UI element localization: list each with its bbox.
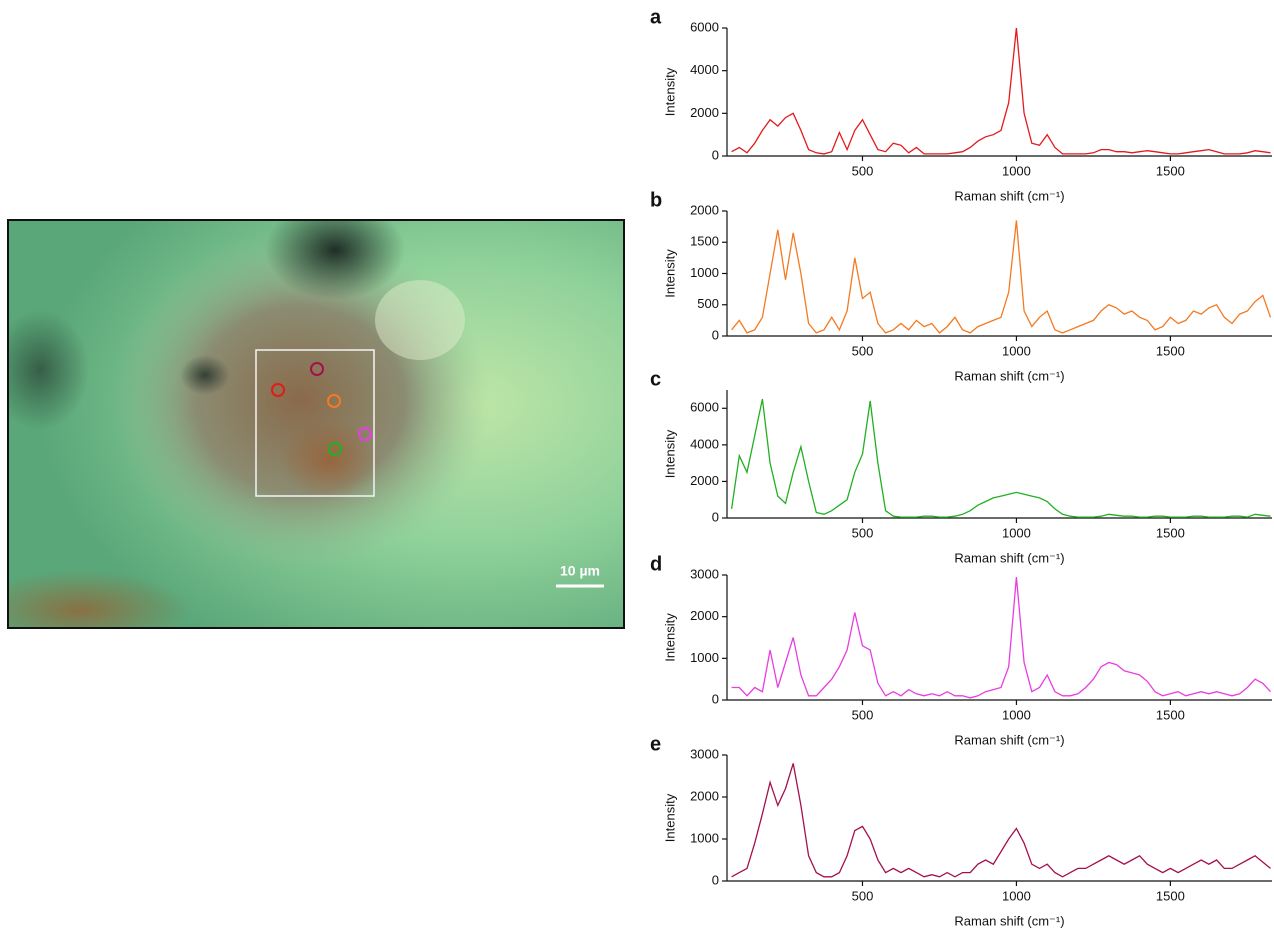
y-tick-label: 2000 [690,202,719,217]
y-tick-label: 2000 [690,608,719,623]
y-tick-label: 2000 [690,788,719,803]
x-tick-label: 1500 [1156,525,1185,540]
x-tick-label: 1000 [1002,888,1031,903]
x-tick-label: 1000 [1002,163,1031,178]
y-tick-label: 0 [712,147,719,162]
y-axis-label: Intensity [662,613,677,662]
y-axis-label: Intensity [662,249,677,298]
y-tick-label: 6000 [690,19,719,34]
x-tick-label: 500 [852,707,874,722]
x-tick-label: 1000 [1002,525,1031,540]
x-tick-label: 500 [852,343,874,358]
spectrum-line [732,763,1271,876]
x-axis-label: Raman shift (cm⁻¹) [954,732,1064,747]
micrograph [0,200,624,650]
panel-label: d [650,553,662,575]
y-tick-label: 0 [712,327,719,342]
panel-label: e [650,733,661,755]
x-tick-label: 500 [852,525,874,540]
spectrum-line [732,220,1271,333]
figure: 10 µm a 0 2000 4000 6000 500 1000 1500 Raman shi… [0,0,1274,929]
y-tick-label: 0 [712,872,719,887]
x-tick-label: 1500 [1156,707,1185,722]
panel-label: c [650,368,661,390]
y-tick-label: 2000 [690,473,719,488]
panel-label: b [650,189,662,211]
y-tick-label: 1500 [690,234,719,249]
y-tick-label: 500 [697,296,719,311]
y-tick-label: 6000 [690,400,719,415]
y-axis-label: Intensity [662,429,677,478]
x-tick-label: 1000 [1002,343,1031,358]
y-tick-label: 1000 [690,650,719,665]
y-tick-label: 3000 [690,566,719,581]
y-axis-label: Intensity [662,793,677,842]
x-tick-label: 500 [852,888,874,903]
x-tick-label: 1000 [1002,707,1031,722]
x-tick-label: 1500 [1156,888,1185,903]
panel-label: a [650,6,662,28]
y-tick-label: 0 [712,691,719,706]
x-tick-label: 1500 [1156,163,1185,178]
x-axis-label: Raman shift (cm⁻¹) [954,913,1064,928]
spectrum-line [732,399,1271,517]
spectrum-line [732,577,1271,698]
x-tick-label: 500 [852,163,874,178]
y-tick-label: 4000 [690,436,719,451]
y-tick-label: 4000 [690,62,719,77]
y-tick-label: 2000 [690,105,719,120]
y-tick-label: 3000 [690,746,719,761]
x-axis-label: Raman shift (cm⁻¹) [954,550,1064,565]
spectrum-line [732,28,1271,154]
y-tick-label: 1000 [690,265,719,280]
y-tick-label: 1000 [690,830,719,845]
x-tick-label: 1500 [1156,343,1185,358]
x-axis-label: Raman shift (cm⁻¹) [954,188,1064,203]
x-axis-label: Raman shift (cm⁻¹) [954,368,1064,383]
y-tick-label: 0 [712,509,719,524]
scale-bar-label: 10 µm [560,563,600,579]
y-axis-label: Intensity [662,67,677,116]
